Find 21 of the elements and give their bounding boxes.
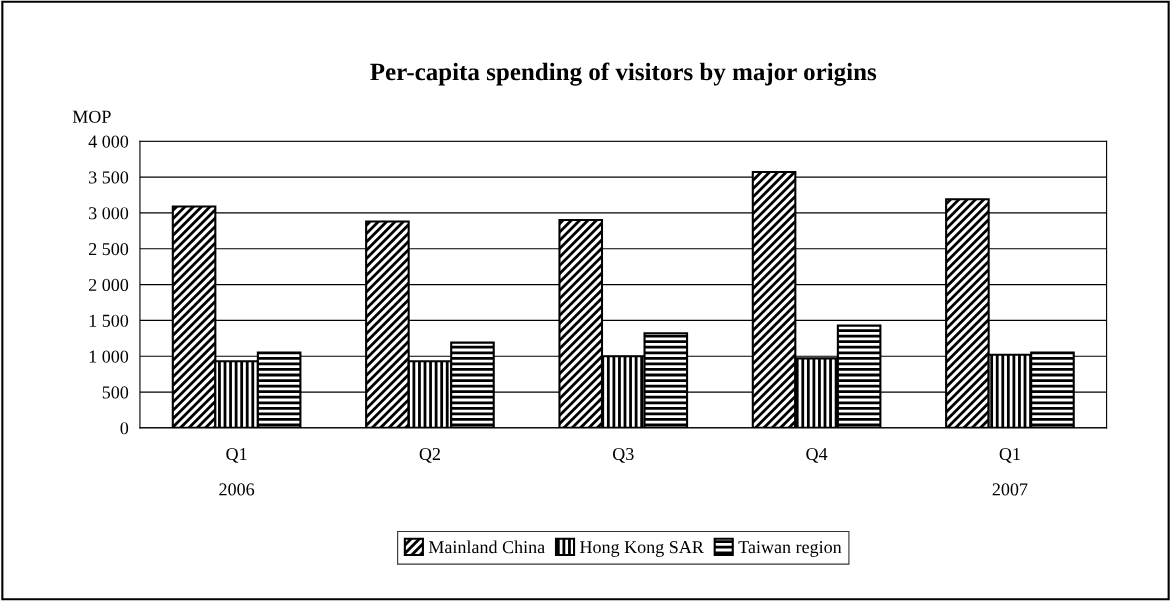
x-tick-label: Q3: [612, 447, 634, 463]
text: 2006: [219, 483, 255, 496]
legend-label: Taiwan region: [738, 541, 842, 557]
y-tick-label: 2 000: [88, 278, 129, 292]
y-tick-label: 3 500: [89, 171, 129, 184]
x-tick-label: Q1: [999, 447, 1020, 463]
y-tick-label: 3 000: [89, 207, 129, 220]
x-tick-label: Q2: [419, 447, 440, 463]
legend-label: Hong Kong SAR: [579, 541, 704, 557]
x-tick-label: Q4: [806, 447, 828, 463]
y-tick-label: 2 500: [88, 243, 129, 256]
y-axis-title: MOP: [72, 110, 111, 123]
text: 2007: [992, 483, 1028, 496]
y-tick-label: 4 000: [88, 135, 129, 148]
x-tick-label: Q1: [226, 447, 247, 463]
y-tick-label: 1 500: [89, 314, 129, 327]
y-tick-label: 1 000: [89, 350, 129, 363]
y-tick-label: 0: [120, 422, 129, 435]
legend-label: Mainland China: [428, 540, 545, 554]
chart-title: Per-capita spending of visitors by major origins: [370, 62, 877, 86]
y-tick-label: 500: [102, 386, 129, 399]
